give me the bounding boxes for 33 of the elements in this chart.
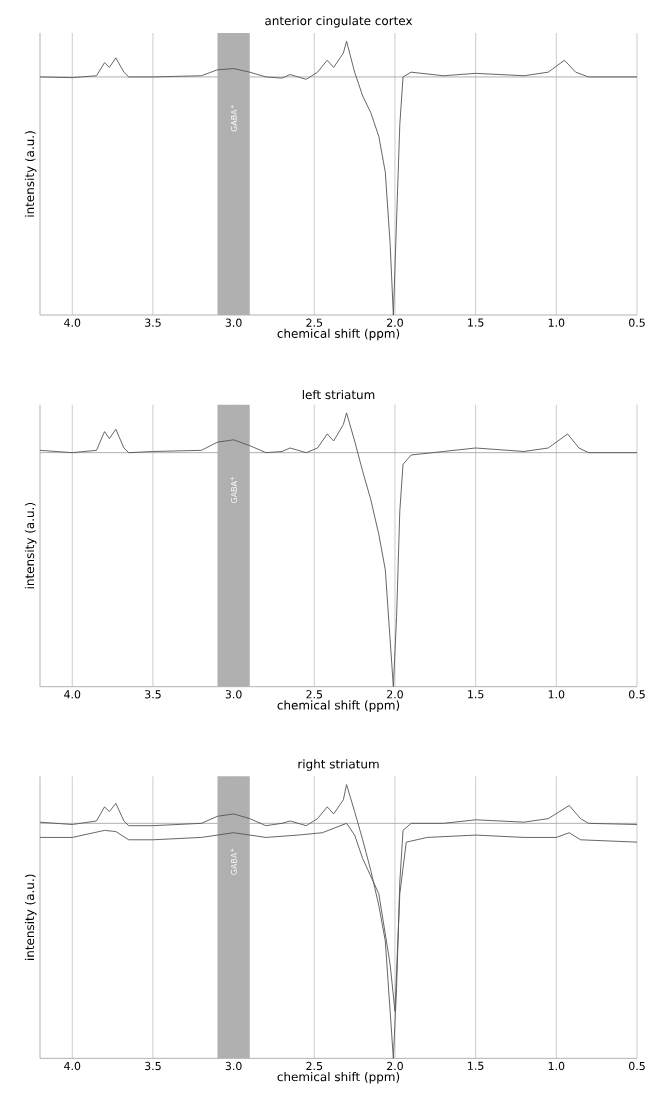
x-axis-title: chemical shift (ppm) bbox=[277, 328, 400, 341]
x-tick-label: 4.0 bbox=[64, 1061, 81, 1071]
x-tick-label: 3.0 bbox=[225, 1061, 242, 1071]
x-tick-label: 2.0 bbox=[387, 690, 403, 699]
x-tick-label: 2.5 bbox=[306, 318, 323, 327]
x-tick-label: 0.5 bbox=[629, 690, 645, 699]
x-tick-label: 1.0 bbox=[548, 1061, 565, 1071]
x-tick-label: 4.0 bbox=[64, 690, 81, 699]
x-tick-label: 3.0 bbox=[225, 690, 242, 699]
x-tick-label: 2.5 bbox=[306, 690, 323, 699]
x-tick-label: 0.5 bbox=[629, 1061, 645, 1071]
x-tick-label: 3.5 bbox=[145, 318, 161, 327]
x-axis-title: chemical shift (ppm) bbox=[277, 700, 400, 712]
x-tick-label: 0.5 bbox=[629, 318, 645, 327]
x-tick-label: 1.0 bbox=[548, 318, 565, 327]
y-axis-title: intensity (a.u.) bbox=[24, 874, 37, 960]
x-tick-label: 2.0 bbox=[387, 1061, 403, 1071]
x-tick-label: 1.5 bbox=[468, 1061, 484, 1071]
chart-title: anterior cingulate cortex bbox=[265, 15, 413, 28]
x-tick-label: 3.5 bbox=[145, 690, 161, 699]
x-tick-label: 2.0 bbox=[387, 318, 403, 327]
x-tick-label: 4.0 bbox=[64, 318, 81, 327]
x-axis-title: chemical shift (ppm) bbox=[277, 1072, 400, 1084]
x-tick-label: 1.5 bbox=[468, 318, 484, 327]
x-tick-label: 3.0 bbox=[225, 318, 242, 327]
chart-title: left striatum bbox=[302, 389, 375, 400]
x-tick-label: 1.0 bbox=[548, 690, 565, 699]
y-axis-title: intensity (a.u.) bbox=[24, 131, 37, 217]
y-axis-title: intensity (a.u.) bbox=[24, 502, 37, 589]
x-tick-label: 1.5 bbox=[468, 690, 484, 699]
x-tick-label: 2.5 bbox=[306, 1061, 323, 1071]
chart-title: right striatum bbox=[298, 759, 379, 771]
x-tick-label: 3.5 bbox=[145, 1061, 161, 1071]
